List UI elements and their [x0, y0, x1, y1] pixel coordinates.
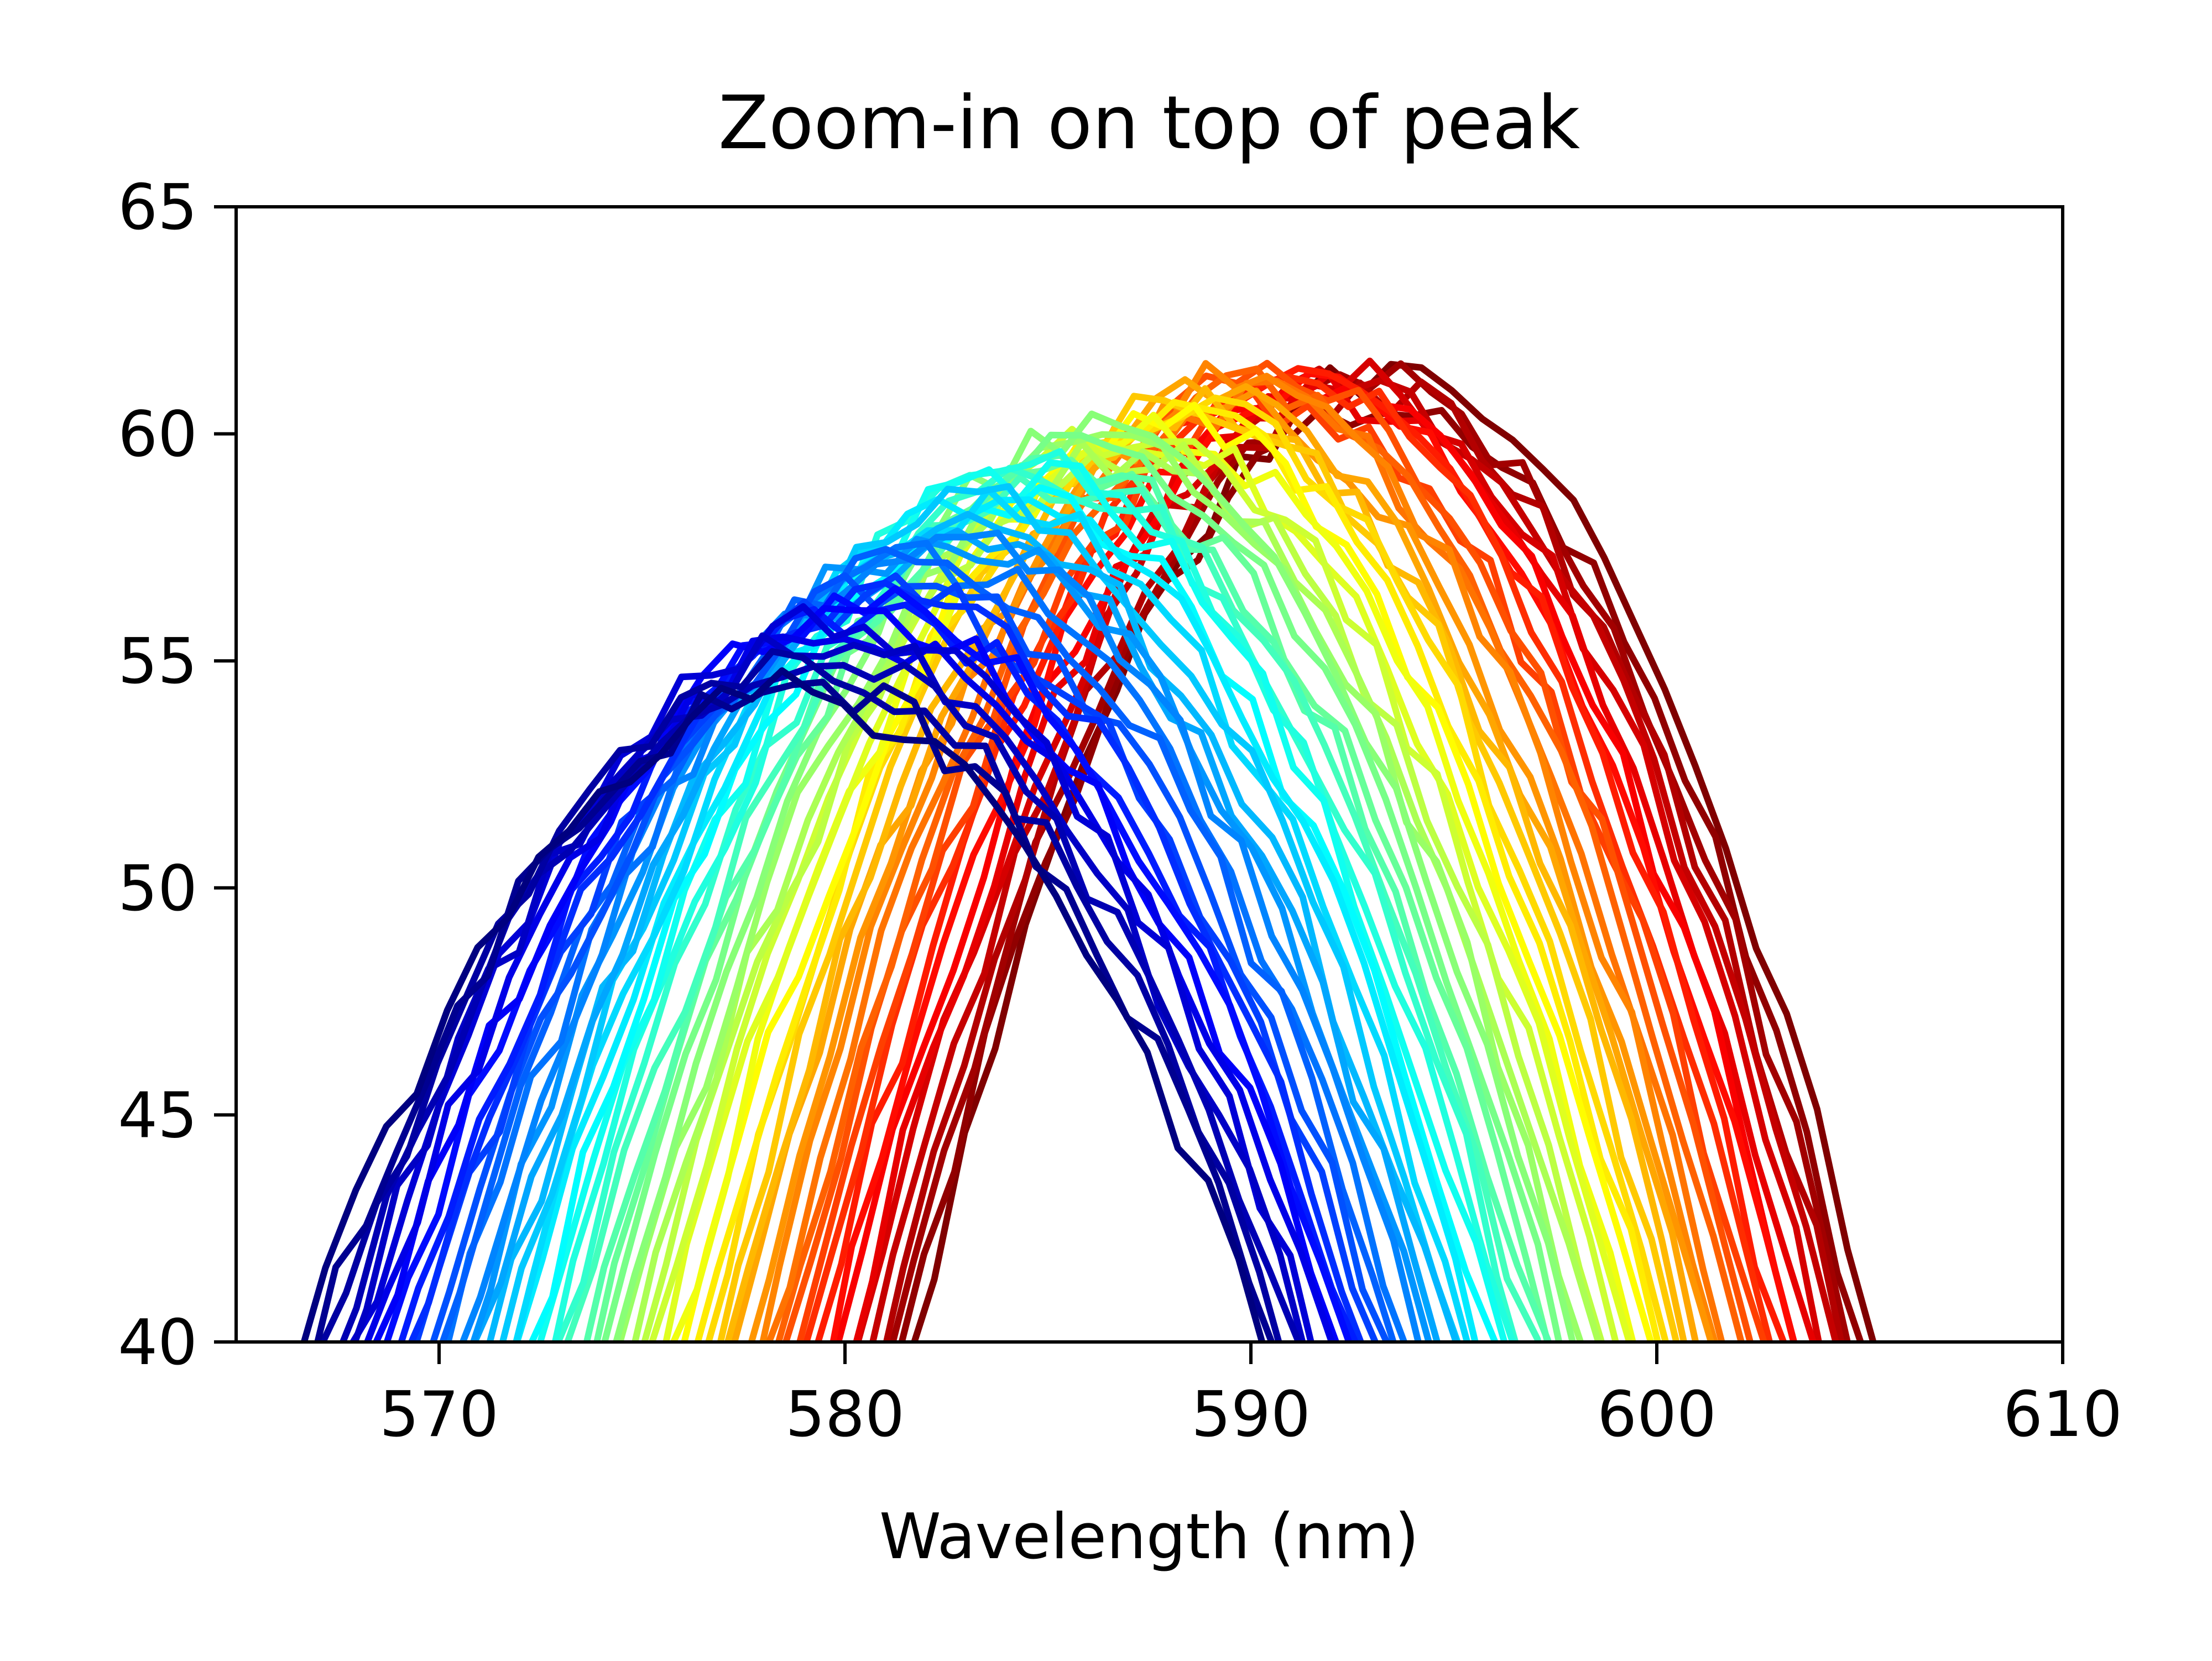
spectrum-line [724, 385, 1688, 1342]
series-group [300, 357, 1877, 1342]
spectrum-line [314, 678, 1275, 1342]
spectrum-line [554, 464, 1519, 1342]
spectrum-line [459, 529, 1422, 1342]
spectrum-line [694, 399, 1661, 1342]
spectrum-line [782, 359, 1754, 1342]
spectrum-line [445, 540, 1408, 1342]
spectrum-line [775, 365, 1745, 1342]
y-axis: 40 45 50 55 60 65 [118, 171, 236, 1379]
spectrum-line [551, 448, 1516, 1342]
spectrum-line [363, 633, 1335, 1342]
spectrum-line [617, 431, 1584, 1342]
chart-title: Zoom-in on top of peak [718, 81, 1580, 166]
spectrum-line [593, 456, 1551, 1342]
spectrum-line [486, 510, 1459, 1342]
y-tick-label: 50 [118, 852, 197, 925]
spectrum-line [439, 546, 1397, 1342]
spectrum-line [815, 365, 1787, 1342]
y-tick-label: 60 [118, 398, 197, 471]
spectrum-line [349, 603, 1314, 1342]
y-tick-label: 55 [118, 625, 197, 698]
spectrum-line [471, 527, 1441, 1342]
plot-frame [234, 205, 2064, 1344]
spectrum-line [319, 648, 1282, 1342]
spectrum-line [612, 410, 1577, 1342]
x-axis-label: Wavelength (nm) [879, 1500, 1419, 1573]
y-tick-label: 45 [118, 1079, 197, 1152]
x-tick-label: 580 [785, 1378, 905, 1451]
spectrum-line [372, 605, 1340, 1342]
x-tick-label: 590 [1191, 1378, 1311, 1451]
y-tick-label: 65 [118, 171, 197, 244]
spectrum-line [564, 474, 1542, 1342]
spectrum-line [528, 484, 1499, 1342]
x-tick-label: 600 [1597, 1378, 1717, 1451]
spectrum-line [300, 667, 1266, 1342]
x-tick-label: 610 [2003, 1378, 2122, 1451]
y-tick-label: 40 [118, 1306, 197, 1379]
spectrum-line [883, 378, 1845, 1342]
x-tick-label: 570 [379, 1378, 499, 1451]
spectrum-line [748, 387, 1715, 1342]
spectrum-line [601, 431, 1563, 1342]
x-axis: 570 580 590 600 610 [379, 1342, 2122, 1451]
